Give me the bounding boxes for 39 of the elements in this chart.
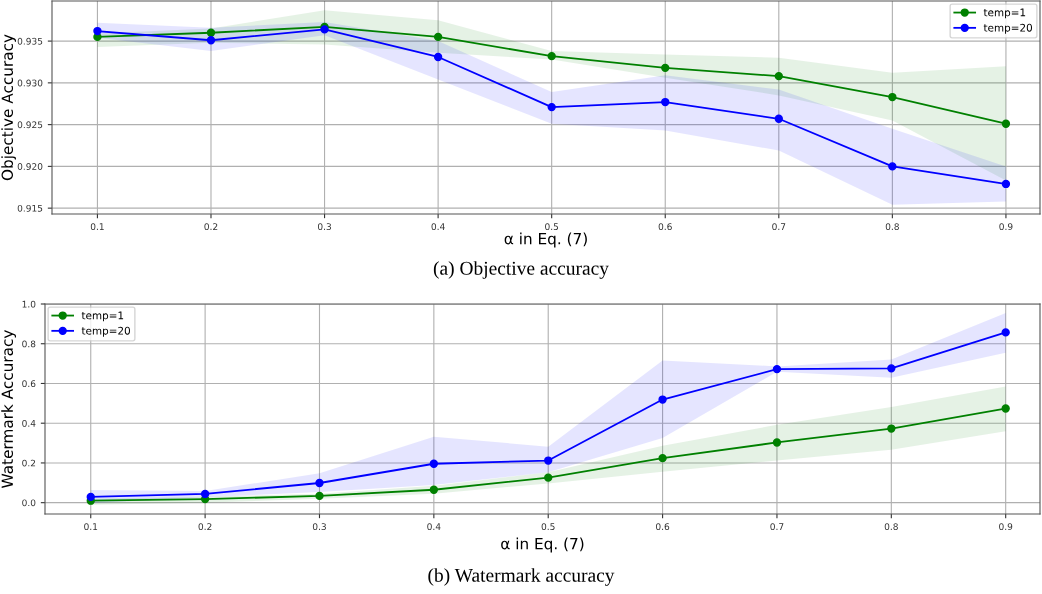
legend-label: temp=1 [81, 311, 124, 322]
x-tick-label: 0.8 [884, 523, 898, 531]
y-axis-title: Watermark Accuracy [1, 330, 16, 488]
y-tick-label: 0.925 [17, 121, 43, 129]
x-axis-title: α in Eq. (7) [501, 537, 584, 553]
y-tick-label: 0.930 [17, 79, 43, 87]
x-tick-label: 0.1 [84, 523, 98, 531]
legend-label: temp=20 [81, 326, 130, 337]
y-tick-label: 1.0 [22, 300, 36, 308]
x-tick-label: 0.2 [204, 223, 218, 231]
x-tick-label: 0.4 [431, 223, 445, 231]
y-tick-label: 0.915 [17, 204, 43, 212]
x-tick-label: 0.2 [198, 523, 212, 531]
x-tick-label: 0.9 [999, 223, 1013, 231]
x-tick-label: 0.7 [770, 523, 784, 531]
x-tick-label: 0.5 [545, 223, 559, 231]
y-tick-label: 0.6 [22, 380, 36, 388]
y-tick-label: 0.2 [22, 459, 36, 467]
x-tick-label: 0.6 [656, 523, 670, 531]
x-tick-label: 0.4 [427, 523, 441, 531]
x-tick-label: 0.8 [885, 223, 899, 231]
y-tick-label: 0.935 [17, 37, 43, 45]
y-tick-label: 0.4 [22, 419, 36, 427]
x-tick-label: 0.6 [658, 223, 672, 231]
y-axis-title: Objective Accuracy [1, 34, 16, 181]
x-tick-label: 0.9 [999, 523, 1013, 531]
legend-label: temp=20 [983, 23, 1033, 34]
legend-label: temp=1 [983, 8, 1026, 19]
text: (a) Objective accuracy [433, 261, 609, 279]
x-tick-label: 0.3 [317, 223, 332, 231]
text: (b) Watermark accuracy [428, 568, 615, 586]
y-tick-label: 0.8 [22, 340, 36, 348]
x-tick-label: 0.3 [312, 523, 326, 531]
x-tick-label: 0.7 [772, 223, 786, 231]
y-tick-label: 0.920 [17, 163, 43, 170]
x-axis-title: α in Eq. (7) [504, 232, 587, 248]
y-tick-label: 0.0 [22, 499, 36, 507]
x-tick-label: 0.5 [541, 523, 555, 531]
x-tick-label: 0.1 [90, 223, 104, 231]
